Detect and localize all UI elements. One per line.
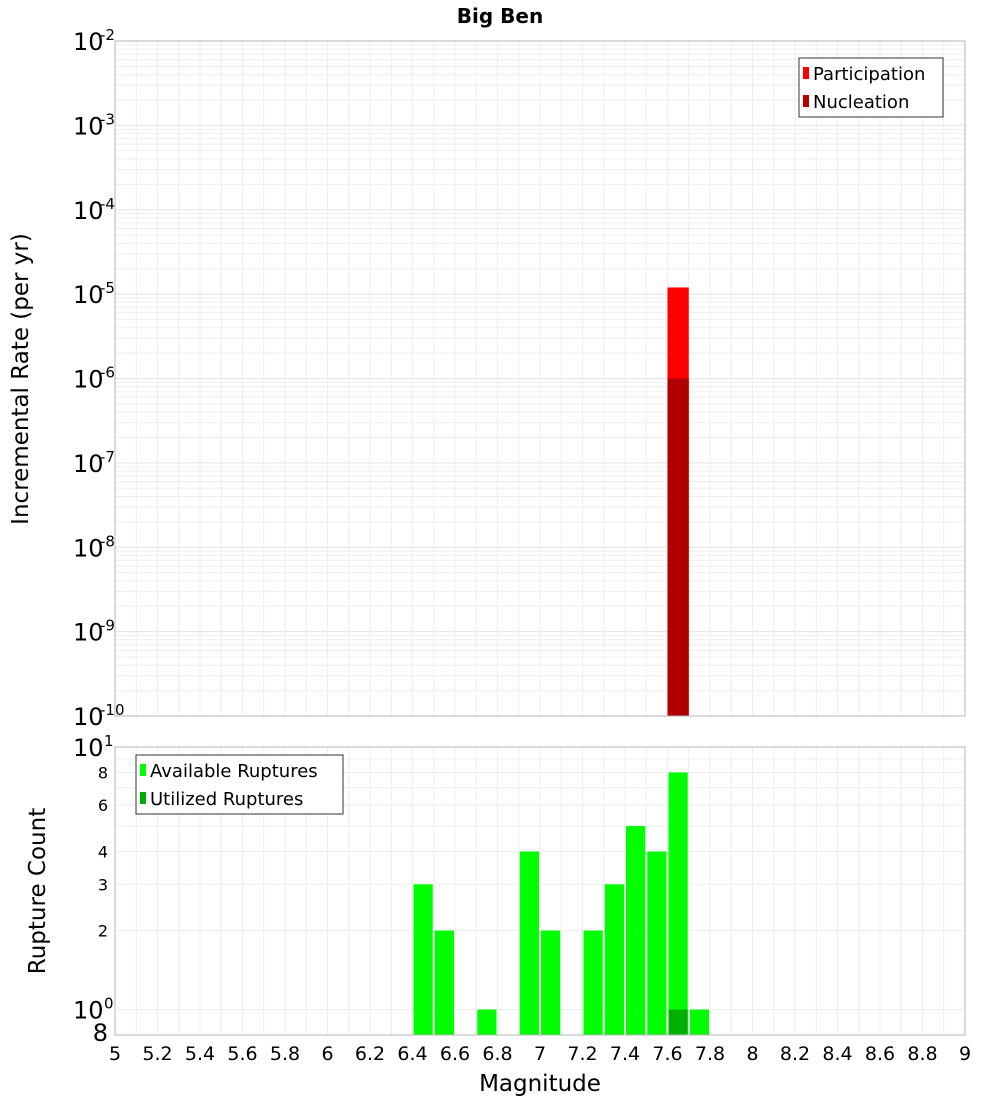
magnitude-x-tick: 5.6 [227,1043,257,1065]
rate-y-tick-base: 10 [73,112,104,140]
count-y-tick: 2 [98,922,108,941]
rate-y-tick-base: 10 [73,703,104,731]
available-legend-swatch [140,764,146,776]
magnitude-x-ticks: 5 5.2 5.4 5.6 5.8 6 6.2 6.4 6.6 6.8 7 7.2 7.4 7.6 7.8 8… [109,1043,971,1065]
available-ruptures-bar [434,930,454,1035]
available-ruptures-bar [668,772,688,1035]
count-y-tick-base: 10 [73,734,104,762]
count-y-tick: 6 [98,796,108,815]
available-ruptures-bar [583,930,603,1035]
rate-y-tick-base: 10 [73,450,104,478]
available-ruptures-bar [647,851,667,1035]
magnitude-x-tick: 7 [534,1043,546,1065]
count-y-tick-exponent: 0 [104,995,114,1013]
rate-plot-gridlines [115,41,965,717]
magnitude-x-tick: 7.4 [610,1043,640,1065]
magnitude-x-tick: 8.4 [822,1043,852,1065]
rate-legend: Participation Nucleation [798,57,944,118]
count-legend: Available Ruptures Utilized Ruptures [135,754,344,815]
nucleation-legend-label: Nucleation [813,92,909,113]
magnitude-x-tick: 5.4 [185,1043,215,1065]
count-y-tick: 8 [98,763,108,782]
magnitude-x-tick: 7.2 [567,1043,597,1065]
count-plot-bars [413,772,709,1035]
rate-y-tick-exponent: -6 [100,364,115,382]
available-ruptures-bar [541,930,561,1035]
count-plot-frame [114,746,966,1036]
magnitude-x-tick: 6 [321,1043,333,1065]
rate-y-tick-base: 10 [73,197,104,225]
magnitude-x-tick: 7.8 [695,1043,725,1065]
magnitude-x-tick: 5.8 [270,1043,300,1065]
available-ruptures-bar [519,851,539,1035]
available-ruptures-bar [626,826,646,1035]
available-ruptures-bar [604,884,624,1035]
count-legend-box [135,754,344,815]
magnitude-x-tick: 5.2 [142,1043,172,1065]
rate-y-tick-exponent: -10 [100,701,125,719]
magnitude-x-tick: 6.8 [482,1043,512,1065]
rate-plot-bars [667,287,689,716]
magnitude-x-tick: 8 [746,1043,758,1065]
rate-legend-box [798,57,944,118]
magnitude-x-axis-label: Magnitude [479,1071,601,1097]
magnitude-x-tick: 8.6 [865,1043,895,1065]
rate-y-tick-exponent: -9 [100,617,115,635]
count-y-tick-base: 10 [73,997,104,1025]
rate-y-tick-exponent: -7 [100,448,115,466]
utilized-legend-swatch [140,792,146,804]
count-y-tick-exponent: 1 [104,732,114,750]
available-ruptures-bar [477,1009,497,1035]
rate-y-tick-base: 10 [73,534,104,562]
magnitude-x-tick: 6.6 [440,1043,470,1065]
nucleation-legend-swatch [803,95,809,107]
rate-y-tick-base: 10 [73,281,104,309]
magnitude-x-tick: 8.8 [907,1043,937,1065]
count-y-tick: 4 [98,842,108,861]
available-ruptures-bar [689,1009,709,1035]
rate-y-ticks: 10-210-310-410-510-610-710-810-910-10 [73,26,125,731]
utilized-legend-label: Utilized Ruptures [150,789,303,810]
rate-y-axis-label: Incremental Rate (per yr) [8,233,34,525]
chart-title: Big Ben [457,4,543,28]
rate-y-tick-base: 10 [73,619,104,647]
rate-y-tick-exponent: -8 [100,532,115,550]
available-legend-label: Available Ruptures [150,761,318,782]
magnitude-x-tick: 8.2 [780,1043,810,1065]
magnitude-x-tick: 9 [959,1043,971,1065]
nucleation-bar [667,378,689,716]
rate-y-tick-exponent: -2 [100,26,115,44]
magnitude-x-tick: 6.4 [397,1043,427,1065]
rate-plot-panel: 10-210-310-410-510-610-710-810-910-10 In… [8,26,966,731]
rate-y-tick-exponent: -5 [100,279,115,297]
participation-legend-label: Participation [813,64,925,85]
participation-legend-swatch [803,67,809,79]
rate-y-tick-base: 10 [73,28,104,56]
magnitude-x-tick: 6.2 [355,1043,385,1065]
utilized-ruptures-bar [668,1009,688,1035]
count-y-axis-label: Rupture Count [25,808,51,974]
count-y-tick: 8 [93,1019,108,1047]
available-ruptures-bar [413,884,433,1035]
magnitude-x-tick: 5 [109,1043,121,1065]
rate-plot-frame [114,40,966,717]
rate-y-tick-exponent: -3 [100,110,115,128]
rate-y-tick-exponent: -4 [100,195,115,213]
rate-y-tick-base: 10 [73,366,104,394]
count-y-tick: 3 [98,875,108,894]
magnitude-x-tick: 7.6 [652,1043,682,1065]
